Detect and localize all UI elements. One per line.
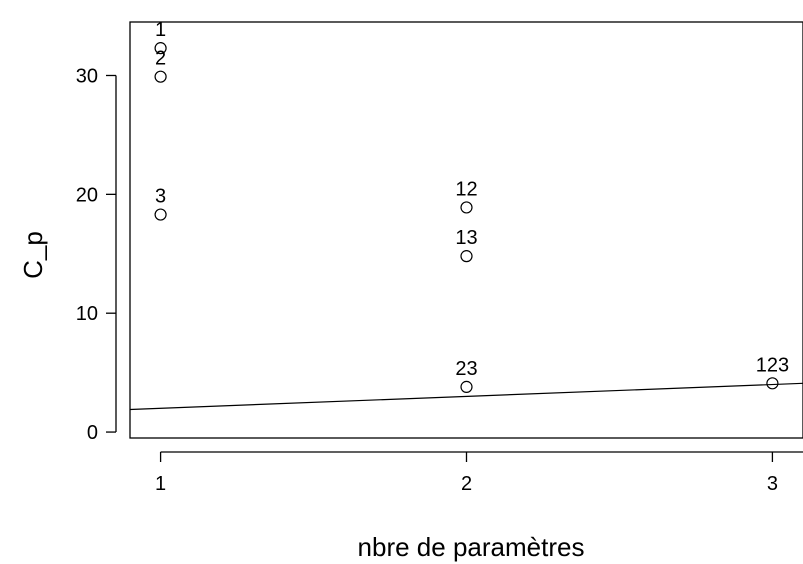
point-label: 2 <box>155 48 166 70</box>
x-tick-label: 1 <box>155 473 166 495</box>
point-label: 13 <box>455 227 477 249</box>
data-point <box>154 208 167 221</box>
point-label: 123 <box>756 354 789 376</box>
data-point <box>460 250 473 263</box>
data-point <box>154 70 167 83</box>
reference-line <box>129 382 803 411</box>
y-tick-label: 0 <box>87 422 98 444</box>
point-label: 3 <box>155 186 166 208</box>
plot-frame <box>129 21 803 439</box>
data-point <box>460 380 473 393</box>
y-tick-label: 30 <box>76 65 98 87</box>
y-tick-label: 20 <box>76 184 98 206</box>
point-label: 12 <box>455 178 477 200</box>
data-point <box>766 377 779 390</box>
x-tick-label: 3 <box>767 473 778 495</box>
x-axis-title: nbre de paramètres <box>358 532 585 562</box>
data-point <box>460 201 473 214</box>
y-tick-label: 10 <box>76 303 98 325</box>
point-label: 23 <box>455 358 477 380</box>
data-point <box>154 42 167 55</box>
x-tick-label: 2 <box>461 473 472 495</box>
y-axis-title: C_p <box>18 231 48 279</box>
point-label: 1 <box>155 19 166 41</box>
reference-line-group <box>129 382 803 411</box>
